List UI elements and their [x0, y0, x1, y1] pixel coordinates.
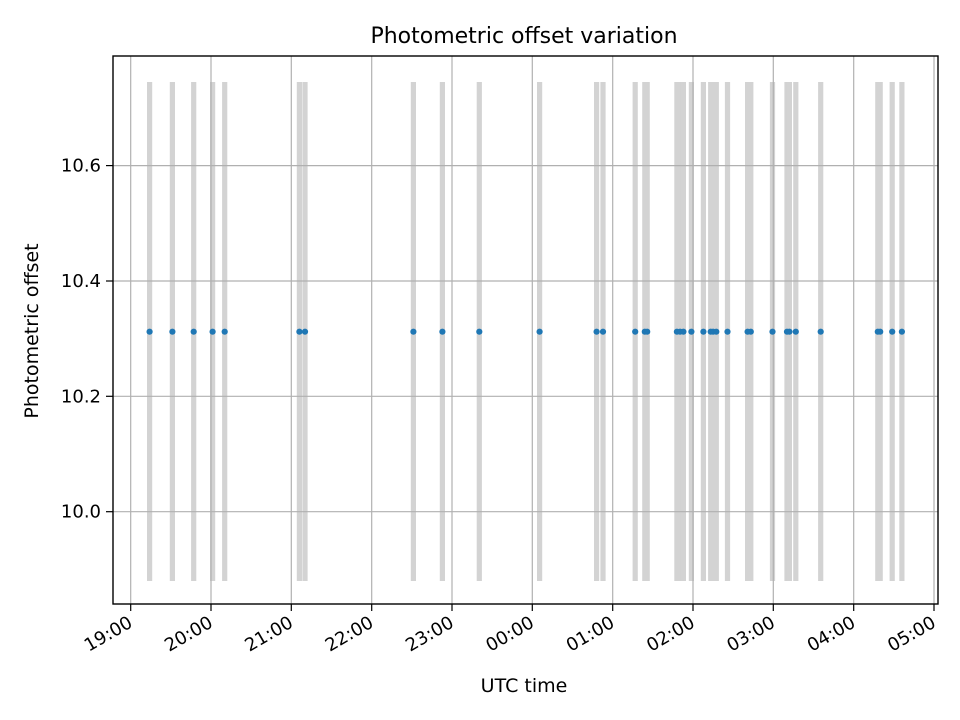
- plot-frame: [112, 55, 939, 605]
- x-tick-label: 04:00: [804, 612, 859, 656]
- data-point: [700, 328, 707, 335]
- x-tick-label: 22:00: [322, 612, 377, 656]
- grid-lines: [113, 56, 938, 604]
- data-point: [644, 328, 651, 335]
- data-point: [476, 328, 483, 335]
- data-point: [817, 328, 824, 335]
- y-tick-label: 10.0: [61, 502, 101, 523]
- x-tick-label: 03:00: [723, 612, 778, 656]
- data-point: [877, 328, 884, 335]
- data-points: [146, 328, 906, 335]
- data-point: [301, 328, 309, 335]
- data-point: [209, 328, 216, 335]
- data-point: [889, 328, 896, 335]
- data-point: [688, 328, 695, 335]
- y-tick-label: 10.2: [61, 386, 101, 407]
- data-point: [410, 328, 417, 335]
- x-tick-label: 20:00: [161, 612, 216, 656]
- data-point: [680, 328, 687, 335]
- data-point: [536, 328, 543, 335]
- data-point: [632, 328, 639, 335]
- data-point: [724, 328, 731, 335]
- y-tick-label: 10.6: [61, 156, 101, 177]
- data-point: [792, 328, 799, 335]
- x-tick-label: 05:00: [884, 612, 939, 656]
- data-point: [898, 328, 906, 335]
- data-point: [169, 328, 176, 335]
- x-tick-label: 02:00: [643, 612, 698, 656]
- y-axis-label: Photometric offset: [21, 243, 43, 418]
- x-tick-label: 21:00: [241, 612, 296, 656]
- data-point: [593, 328, 600, 335]
- x-axis-label: UTC time: [481, 675, 568, 697]
- x-axis-ticks: 19:00 20:00 21:00 22:00 23:00 00:00 01:00 02:00…: [81, 604, 940, 656]
- x-tick-label: 19:00: [81, 612, 136, 656]
- data-point: [296, 328, 303, 335]
- x-tick-label: 00:00: [482, 612, 537, 656]
- x-tick-label: 23:00: [402, 612, 457, 656]
- data-point: [190, 328, 197, 335]
- data-point: [221, 328, 228, 335]
- y-axis-ticks: 10.0 10.2 10.4 10.6: [61, 156, 113, 523]
- y-tick-label: 10.4: [61, 271, 101, 292]
- data-point: [786, 328, 793, 335]
- data-point: [769, 328, 776, 335]
- data-point: [439, 328, 446, 335]
- data-point: [713, 328, 720, 335]
- data-point: [599, 328, 607, 335]
- data-point: [747, 328, 754, 335]
- data-point: [146, 328, 153, 335]
- chart-title: Photometric offset variation: [370, 24, 677, 49]
- x-tick-label: 01:00: [563, 612, 618, 656]
